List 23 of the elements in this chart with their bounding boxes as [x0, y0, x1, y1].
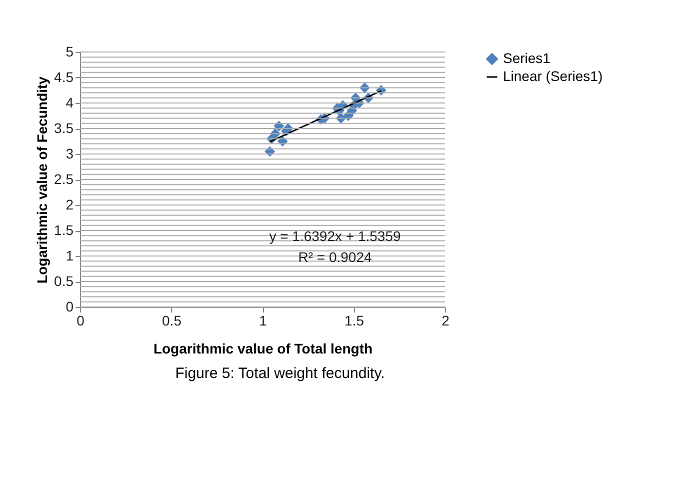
legend-label: Series1 [503, 50, 551, 66]
y-axis-title: Logarithmic value of Fecundity [34, 76, 50, 284]
x-tick-label: 0 [76, 312, 85, 328]
legend-label: Linear (Series1) [503, 68, 603, 84]
x-axis-title: Logarithmic value of Total length [153, 340, 373, 356]
y-tick-label: 1 [66, 248, 74, 264]
x-tick-label: 1.5 [344, 312, 364, 328]
y-tick-label: 0.5 [54, 273, 74, 289]
caption: Figure 5: Total weight fecundity. [174, 365, 386, 382]
y-tick-label: 5 [66, 44, 74, 60]
y-tick-label: 3 [66, 146, 74, 162]
y-tick-label: 2 [66, 196, 74, 212]
y-tick-label: 2.5 [54, 171, 74, 187]
x-tick-label: 1 [259, 312, 268, 328]
y-tick-label: 4.5 [54, 69, 74, 85]
y-tick-label: 4 [66, 94, 74, 110]
y-tick-label: 1.5 [54, 222, 74, 238]
annotation: y = 1.6392x + 1.5359 [269, 228, 401, 244]
annotation: R² = 0.9024 [298, 249, 372, 265]
x-tick-label: 0.5 [162, 312, 182, 328]
x-tick-label: 2 [442, 312, 450, 328]
y-tick-label: 0 [66, 298, 74, 314]
y-tick-label: 3.5 [54, 120, 74, 136]
